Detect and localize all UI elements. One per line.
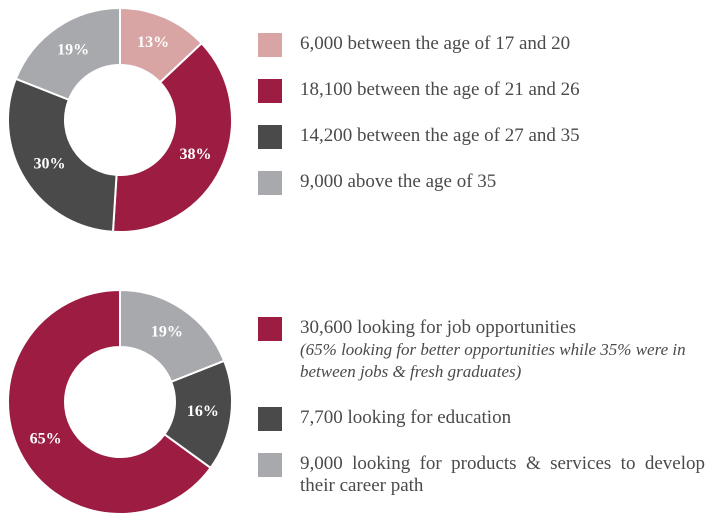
slice-label: 16% <box>187 403 219 420</box>
legend: 30,600 looking for job opportunities (65%… <box>258 317 705 497</box>
legend-entry: 6,000 between the age of 17 and 20 <box>258 33 705 57</box>
donut-slice <box>111 41 233 233</box>
legend-swatch <box>258 33 282 57</box>
slice-label: 30% <box>33 155 65 172</box>
legend-swatch <box>258 453 282 477</box>
legend-label: 30,600 looking for job opportunities <box>300 317 577 338</box>
donut-slice <box>14 6 121 102</box>
legend-swatch <box>258 125 282 149</box>
slice-label: 19% <box>151 324 183 341</box>
legend-entry: 9,000 looking for products & services to… <box>258 453 705 497</box>
slice-label: 65% <box>30 431 62 448</box>
legend-label: 14,200 between the age of 27 and 35 <box>300 125 580 146</box>
legend-label: 7,700 looking for education <box>300 407 512 428</box>
legend-entry: 18,100 between the age of 21 and 26 <box>258 79 705 103</box>
legend: 6,000 between the age of 17 and 20 18,100… <box>258 33 705 195</box>
slice-label: 38% <box>180 146 212 163</box>
legend-label: 18,100 between the age of 21 and 26 <box>300 79 580 100</box>
slice-label: 19% <box>57 42 89 59</box>
donut-slice <box>7 77 118 233</box>
slice-label: 13% <box>137 34 169 51</box>
legend-label: 6,000 between the age of 17 and 20 <box>300 33 571 54</box>
legend-entry: 30,600 looking for job opportunities (65%… <box>258 317 705 383</box>
legend-swatch <box>258 317 282 341</box>
legend-entry: 7,700 looking for education <box>258 407 705 431</box>
legend-entry: 9,000 above the age of 35 <box>258 171 705 195</box>
donut-slice <box>7 288 213 515</box>
legend-swatch <box>258 407 282 431</box>
legend-swatch <box>258 79 282 103</box>
annotation: (65% looking for better opportunities wh… <box>300 340 686 381</box>
donut-slice <box>119 288 226 384</box>
legend-label: 9,000 looking for products & services to… <box>300 453 705 496</box>
legend-label: 9,000 above the age of 35 <box>300 171 497 192</box>
legend-entry: 14,200 between the age of 27 and 35 <box>258 125 705 149</box>
legend-swatch <box>258 171 282 195</box>
